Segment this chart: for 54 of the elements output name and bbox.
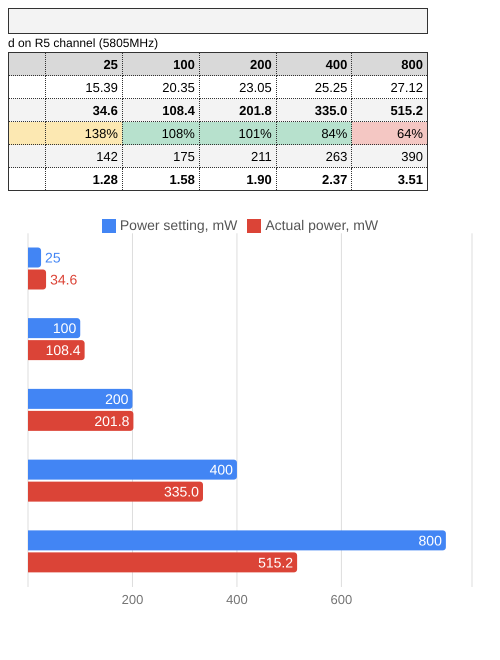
data-label: 108.4 xyxy=(122,98,200,122)
data-label: 25 xyxy=(45,249,61,266)
data-label: 390 xyxy=(352,144,428,168)
category-label: 200 xyxy=(199,52,276,76)
bar xyxy=(28,552,298,572)
x-tick-label: 600 xyxy=(330,592,352,608)
data-label: 27.12 xyxy=(352,76,428,98)
data-label: 335.0 xyxy=(276,98,352,122)
data-label: 200 xyxy=(105,390,129,407)
data-label: 335.0 xyxy=(164,484,200,500)
data-label: 201.8 xyxy=(94,412,130,429)
data-label: 34.6 xyxy=(46,98,122,122)
x-tick-label: 200 xyxy=(122,592,144,608)
data-label: 64% xyxy=(352,122,428,144)
text: d on R5 channel (5805MHz) xyxy=(8,36,160,50)
bar xyxy=(28,269,46,290)
data-label: 100 xyxy=(52,320,76,336)
data-label: 211 xyxy=(199,144,276,168)
data-label: 400 xyxy=(210,462,234,478)
bar xyxy=(28,482,203,502)
data-label: 175 xyxy=(122,144,200,168)
data-label: 201.8 xyxy=(199,98,276,122)
data-label: 1.90 xyxy=(199,168,276,190)
data-label: 108.4 xyxy=(46,342,81,358)
bar xyxy=(28,247,42,268)
x-tick-label: 400 xyxy=(226,592,248,608)
bar xyxy=(28,460,237,480)
data-label: 1.58 xyxy=(122,168,200,190)
data-label: 1.28 xyxy=(46,168,122,190)
data-label: 23.05 xyxy=(199,76,276,98)
data-label: 515.2 xyxy=(352,98,428,122)
data-label: 263 xyxy=(276,144,352,168)
bar xyxy=(28,410,134,431)
data-label: 2.37 xyxy=(276,168,352,190)
data-label: 34.6 xyxy=(50,271,78,288)
data-label: 3.51 xyxy=(352,168,428,190)
category-label: 800 xyxy=(352,52,428,76)
data-label: 101% xyxy=(199,122,276,144)
bar xyxy=(28,530,446,550)
data-label: 142 xyxy=(46,144,122,168)
data-label: 20.35 xyxy=(122,76,200,98)
legend-label: Actual power, mW xyxy=(265,217,378,233)
data-label: 800 xyxy=(418,532,442,548)
data-label: 15.39 xyxy=(46,76,122,98)
data-label: 25.25 xyxy=(276,76,352,98)
category-label: 100 xyxy=(122,52,200,76)
category-label: 400 xyxy=(276,52,352,76)
bar xyxy=(28,388,132,409)
category-label: 25 xyxy=(46,52,122,76)
data-label: 515.2 xyxy=(258,554,294,570)
data-label: 108% xyxy=(122,122,200,144)
legend-label: Power setting, mW xyxy=(120,217,238,233)
data-label: 84% xyxy=(276,122,352,144)
data-label: 138% xyxy=(46,122,122,144)
